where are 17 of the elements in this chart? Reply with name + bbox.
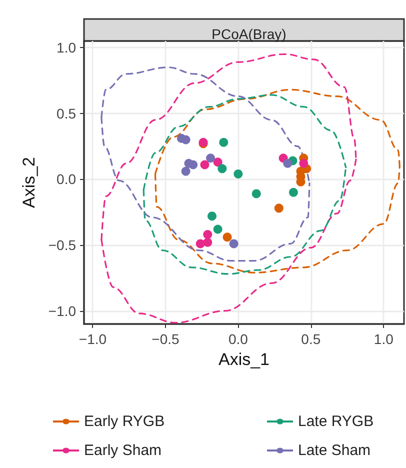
y-tick-label: 1.0 xyxy=(56,40,76,56)
legend-label: Late RYGB xyxy=(298,413,374,430)
x-tick-label: 1.0 xyxy=(374,331,394,347)
x-tick-label: 0.0 xyxy=(228,331,248,347)
y-tick-label: −1.0 xyxy=(48,302,76,319)
y-tick-label: −0.5 xyxy=(48,237,76,254)
legend-label: Late Sham xyxy=(298,442,371,459)
legend-label: Early RYGB xyxy=(84,413,165,430)
chart-title: PCoA(Bray) xyxy=(212,26,286,42)
legend-label: Early Sham xyxy=(84,442,162,459)
x-tick-label: −0.5 xyxy=(152,331,180,347)
x-tick-label: 0.5 xyxy=(301,331,321,347)
y-tick-label: 0.0 xyxy=(56,171,76,188)
x-axis-title: Axis_1 xyxy=(218,350,270,369)
y-axis-title: Axis_2 xyxy=(19,156,38,208)
x-tick-label: −1.0 xyxy=(78,331,107,347)
y-tick-label: 0.5 xyxy=(56,105,76,122)
